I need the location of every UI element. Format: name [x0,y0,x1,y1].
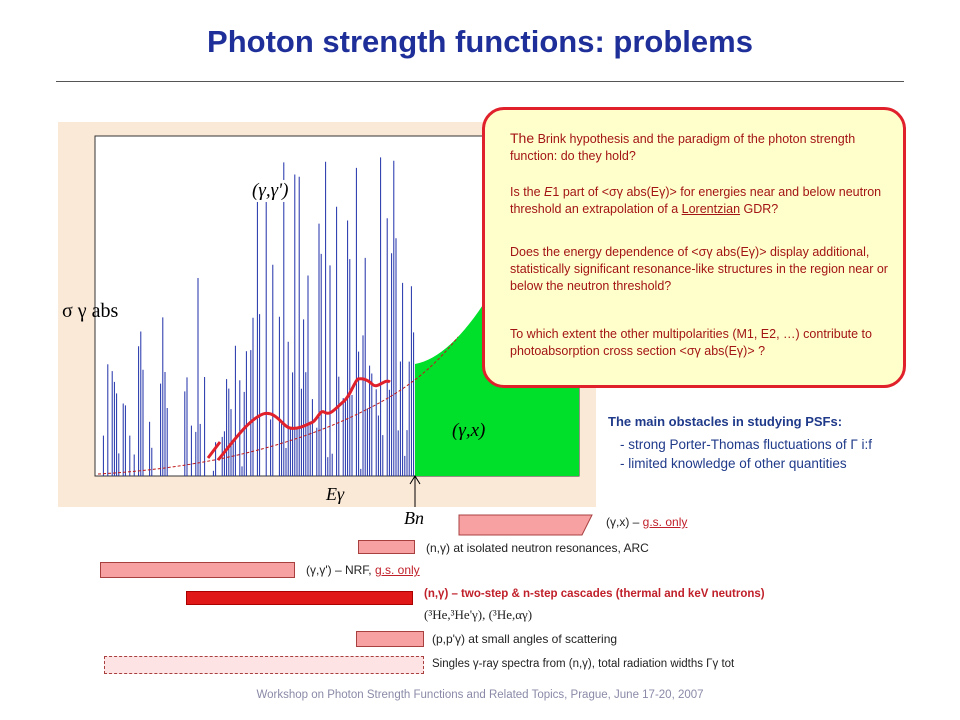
method-label-two-step: (n,γ) – two-step & n-step cascades (ther… [424,588,765,600]
page-title: Photon strength functions: problems [207,24,753,59]
resonance-lines [102,157,415,476]
method-bar-nrf [100,562,295,578]
footer: Workshop on Photon Strength Functions an… [256,689,704,701]
question-3: Does the energy dependence of <σγ abs(Eγ… [510,245,888,293]
question-2: Is the E1 part of <σγ abs(Eγ)> for energ… [510,185,882,216]
method-label-singles: Singles γ-ray spectra from (n,γ), total … [432,658,735,670]
averaged-curve-start [206,441,222,459]
question-1: The Brink hypothesis and the paradigm of… [510,130,856,163]
method-bar-gx [458,514,593,536]
x-axis-label: Eγ [326,484,345,504]
dashed-trend-curve [97,336,459,475]
method-bar-ng-resonances [358,540,415,554]
threshold-arrow-head [409,475,421,485]
method-bar-two-step [186,591,413,605]
method-bar-singles [104,656,424,674]
method-label-gx: (γ,x) – g.s. only [606,515,688,529]
method-label-nrf: (γ,γ') – NRF, g.s. only [306,563,420,577]
threshold-label: Bn [404,508,424,528]
method-label-helium: (³He,³He'γ), (³He,αγ) [424,607,533,622]
method-bar-pp [356,631,424,647]
method-label-pp: (p,p'γ) at small angles of scattering [432,632,618,646]
obstacle-2: - limited knowledge of other quantities [620,456,847,471]
obstacles-heading: The main obstacles in studying PSFs: [608,414,843,429]
y-axis-label: σ γ abs [62,300,119,322]
obstacle-1: - strong Porter-Thomas fluctuations of Γ… [620,437,873,452]
method-label-ng-resonances: (n,γ) at isolated neutron resonances, AR… [426,541,649,555]
gx-label: (γ,x) [452,420,486,441]
question-4: To which extent the other multipolaritie… [510,327,872,358]
elastic-label: (γ,γ') [252,180,289,202]
title-divider [56,81,904,82]
questions-callout [482,107,906,388]
averaged-curve [216,377,391,461]
